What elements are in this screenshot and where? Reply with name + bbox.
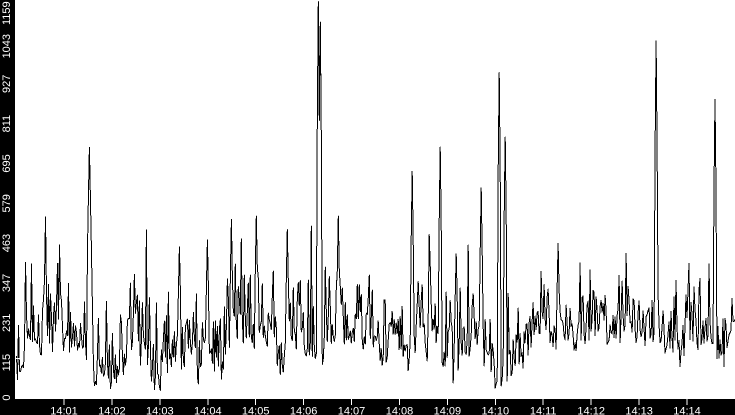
- svg-text:14:12: 14:12: [577, 405, 605, 415]
- svg-text:14:11: 14:11: [530, 405, 557, 415]
- svg-text:14:01: 14:01: [50, 405, 78, 415]
- svg-text:347: 347: [1, 274, 13, 292]
- svg-text:811: 811: [1, 115, 13, 133]
- svg-text:14:08: 14:08: [386, 405, 414, 415]
- svg-text:115: 115: [1, 354, 13, 372]
- svg-text:1043: 1043: [1, 34, 13, 58]
- svg-text:463: 463: [1, 234, 13, 252]
- svg-text:14:10: 14:10: [482, 405, 510, 415]
- svg-text:14:06: 14:06: [290, 405, 318, 415]
- svg-text:927: 927: [1, 75, 13, 93]
- svg-text:1159: 1159: [1, 1, 13, 25]
- svg-text:14:07: 14:07: [338, 405, 366, 415]
- svg-text:14:04: 14:04: [194, 405, 222, 415]
- svg-text:579: 579: [1, 194, 13, 212]
- svg-text:0: 0: [1, 395, 13, 401]
- svg-text:231: 231: [1, 314, 13, 332]
- svg-text:695: 695: [1, 154, 13, 172]
- svg-text:14:13: 14:13: [625, 405, 653, 415]
- svg-text:14:09: 14:09: [434, 405, 462, 415]
- svg-text:14:03: 14:03: [146, 405, 174, 415]
- svg-text:14:02: 14:02: [98, 405, 126, 415]
- svg-text:14:05: 14:05: [242, 405, 270, 415]
- svg-text:14:14: 14:14: [673, 405, 701, 415]
